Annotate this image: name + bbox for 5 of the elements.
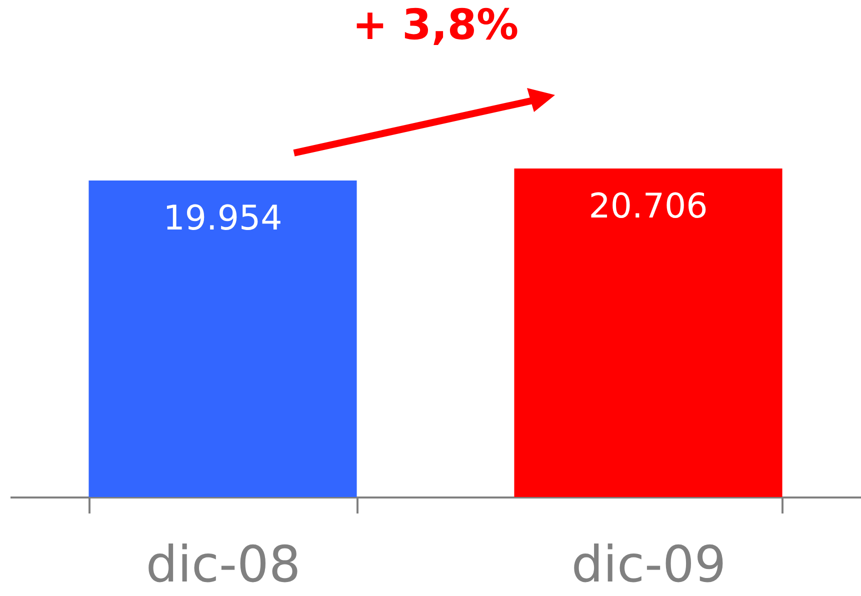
data-label: 20.706 bbox=[588, 186, 708, 227]
x-tick-label: dic-09 bbox=[571, 536, 726, 594]
x-tick-label: dic-08 bbox=[146, 536, 301, 594]
data-label: 19.954 bbox=[163, 198, 282, 238]
text: + 3,8% bbox=[352, 0, 519, 49]
